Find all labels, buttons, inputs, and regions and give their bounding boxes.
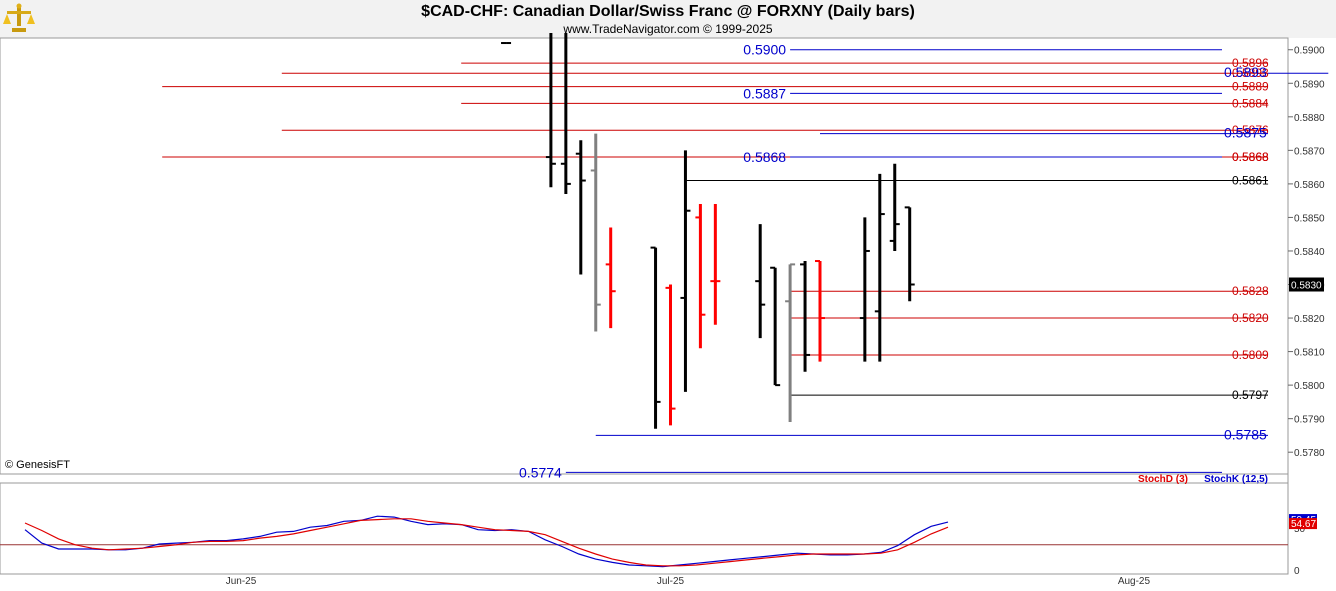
level-label: 0.5809 [1232, 348, 1269, 362]
last-price-badge [1289, 277, 1324, 292]
price-tick-label: 0.5840 [1294, 247, 1325, 258]
level-label: 0.5774 [519, 464, 562, 480]
level-label: 0.5884 [1232, 96, 1269, 110]
level-label: 0.5797 [1232, 388, 1269, 402]
last-price-label: 0.5830 [1291, 281, 1322, 292]
stoch-series-line [24, 515, 949, 568]
level-label: 0.5889 [1232, 80, 1269, 94]
level-label: 0.5875 [1224, 125, 1267, 141]
price-tick-label: 0.5850 [1294, 213, 1325, 224]
stoch-d-value: 54.67 [1291, 519, 1316, 530]
chart-header: $CAD-CHF: Canadian Dollar/Swiss Franc @ … [0, 0, 1336, 38]
price-tick-label: 0.5780 [1294, 448, 1325, 459]
genesis-logo-icon [3, 3, 35, 32]
price-tick-label: 0.5790 [1294, 415, 1325, 426]
level-label: 0.5868 [743, 149, 786, 165]
stoch-tick-label: 50 [1294, 524, 1306, 535]
chart-subtitle: www.TradeNavigator.com © 1999-2025 [563, 22, 773, 36]
level-label: 0.5820 [1232, 311, 1269, 325]
stoch-series-line [24, 518, 949, 567]
level-label: 0.5900 [743, 42, 786, 58]
price-tick-label: 0.5810 [1294, 348, 1325, 359]
stoch-legend-k: StochK (12,5) [1204, 474, 1268, 485]
level-label: 0.5785 [1224, 426, 1267, 442]
price-tick-label: 0.5900 [1294, 46, 1325, 57]
x-axis-label: Aug-25 [1118, 576, 1151, 587]
x-axis-label: Jul-25 [657, 576, 685, 587]
price-tick-label: 0.5860 [1294, 180, 1325, 191]
stoch-d-badge [1289, 518, 1317, 530]
price-tick-label: 0.5880 [1294, 113, 1325, 124]
x-axis-label: Jun-25 [226, 576, 257, 587]
stochastic-panel [0, 482, 1289, 575]
stoch-tick-label: 0 [1294, 566, 1300, 577]
copyright-label: © GenesisFT [5, 459, 70, 471]
price-tick-label: 0.5800 [1294, 381, 1325, 392]
level-label: 0.5861 [1232, 174, 1269, 188]
price-tick-label: 0.5870 [1294, 146, 1325, 157]
level-label: 0.5887 [743, 85, 786, 101]
level-label: 0.5896 [1232, 56, 1269, 70]
stoch-legend-d: StochD (3) [1138, 474, 1188, 485]
level-label: 0.5868 [1232, 150, 1269, 164]
price-panel [0, 37, 1289, 475]
level-label: 0.5893 [1232, 66, 1269, 80]
level-label: 0.5828 [1232, 284, 1269, 298]
chart-title: $CAD-CHF: Canadian Dollar/Swiss Franc @ … [421, 3, 915, 20]
price-tick-label: 0.5820 [1294, 314, 1325, 325]
price-tick-label: 0.5890 [1294, 79, 1325, 90]
level-label: 0.5893 [1224, 64, 1267, 80]
